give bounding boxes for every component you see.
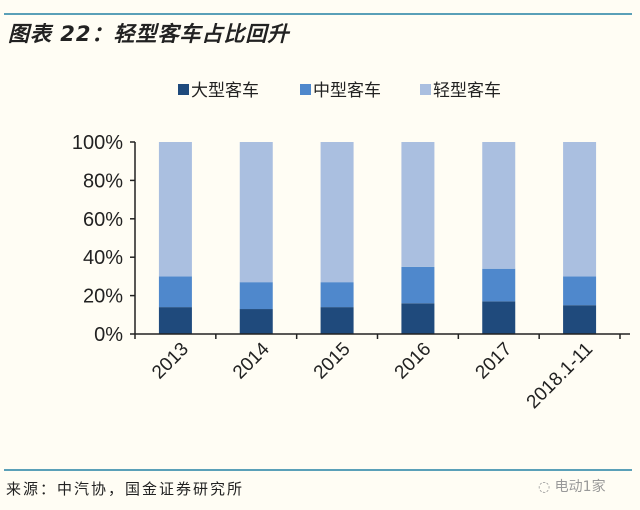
bar-segment xyxy=(563,276,597,306)
bar-segment xyxy=(401,303,435,334)
y-tick-label: 40% xyxy=(83,247,123,269)
bar-segment xyxy=(158,307,192,334)
bar-segment xyxy=(320,307,354,334)
bar-segment xyxy=(401,142,435,267)
legend-label: 大型客车 xyxy=(191,81,259,101)
bar-segment xyxy=(401,266,435,304)
bar-segment xyxy=(482,268,516,302)
x-tick-label: 2015 xyxy=(310,339,355,384)
legend-swatch xyxy=(300,84,311,95)
y-tick-label: 60% xyxy=(83,209,123,231)
bar-segment xyxy=(563,305,597,334)
watermark-text: 电动1家 xyxy=(554,479,606,495)
legend-swatch xyxy=(420,84,431,95)
bar-segment xyxy=(320,142,354,283)
bottom-rule xyxy=(4,469,632,471)
bar-segment xyxy=(239,309,273,334)
stacked-bar-chart: 大型客车 中型客车 轻型客车 2013 2014 2015 2016 2017 2018.1-1… xyxy=(72,81,630,413)
watermark: ◌ 电动1家 xyxy=(538,476,606,496)
bar-segment xyxy=(563,142,597,277)
wechat-icon: ◌ xyxy=(538,479,555,495)
source-note: 来源：中汽协，国金证券研究所 xyxy=(6,480,245,498)
legend-label: 轻型客车 xyxy=(433,81,501,101)
legend-label: 中型客车 xyxy=(313,81,381,101)
bar-segment xyxy=(320,282,354,308)
x-tick-label: 2013 xyxy=(148,339,193,384)
bar-segment xyxy=(482,142,516,269)
bar-segment xyxy=(158,276,192,308)
legend-swatch xyxy=(178,84,189,95)
x-tick-label: 2014 xyxy=(229,338,274,383)
bar-segment xyxy=(239,282,273,310)
top-rule xyxy=(4,13,632,15)
y-tick-label: 80% xyxy=(83,170,123,192)
x-tick-label: 2017 xyxy=(472,339,517,384)
bar-segment xyxy=(158,142,192,277)
y-tick-label: 0% xyxy=(94,324,123,346)
x-tick-label: 2016 xyxy=(391,339,436,384)
x-tick-label: 2018.1-11 xyxy=(523,339,597,413)
y-tick-label: 100% xyxy=(72,132,123,154)
chart-title: 图表 22：轻型客车占比回升 xyxy=(8,22,290,46)
bar-segment xyxy=(239,142,273,283)
y-tick-label: 20% xyxy=(83,286,123,308)
bar-segment xyxy=(482,301,516,334)
